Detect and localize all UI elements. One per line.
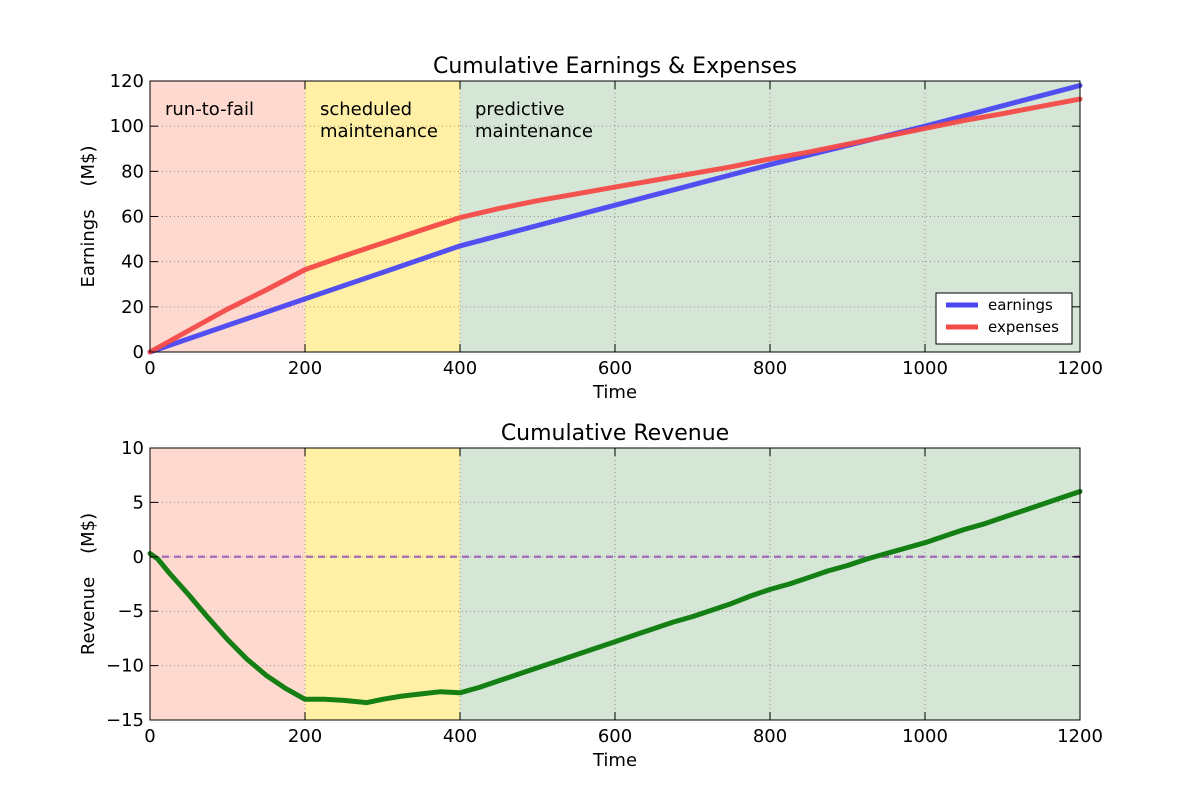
legend: earnings expenses (935, 292, 1073, 345)
region-label-line: predictive (475, 99, 565, 120)
y-tick-label: 80 (121, 161, 144, 182)
region-band (460, 448, 1080, 720)
region-band (305, 448, 460, 720)
region-band (150, 448, 305, 720)
x-tick-label: 600 (598, 726, 632, 747)
chart-earnings-expenses: run-to-fail scheduled maintenancepredictiv… (78, 54, 1103, 403)
x-tick-label: 200 (288, 358, 322, 379)
y-tick-label: 0 (133, 547, 144, 568)
x-tick-label: 600 (598, 358, 632, 379)
x-tick-label: 200 (288, 726, 322, 747)
region-label: scheduled maintenance (320, 99, 438, 142)
legend-box (935, 292, 1073, 345)
region-label-line: scheduled (320, 99, 412, 120)
y-tick-label: 10 (121, 438, 144, 459)
y-tick-label: −10 (106, 656, 144, 677)
y-tick-label: −5 (117, 601, 144, 622)
region-label-line: run-to-fail (165, 99, 254, 120)
x-tick-label: 1000 (902, 726, 948, 747)
region-label-line: maintenance (475, 121, 593, 142)
x-tick-label: 1000 (902, 358, 948, 379)
chart-revenue: 0 200 400 600 800 1000 1200 −15 −10 −5 0 5 10 Cumulat… (78, 421, 1103, 771)
x-tick-label: 800 (753, 358, 787, 379)
y-tick-label: 60 (121, 207, 144, 228)
y-tick-label: 5 (133, 492, 144, 513)
y-tick-label: 0 (133, 342, 144, 363)
series-line-expenses (147, 96, 1083, 355)
y-tick-label: 20 (121, 297, 144, 318)
x-tick-label: 400 (443, 726, 477, 747)
x-tick-label: 1200 (1057, 726, 1103, 747)
x-tick-label: 0 (144, 726, 155, 747)
series-line-revenue (147, 489, 1083, 706)
region-label-line: maintenance (320, 121, 438, 142)
x-tick-label: 400 (443, 358, 477, 379)
chart-title: Cumulative Earnings & Expenses (433, 54, 797, 79)
y-tick-label: 120 (110, 71, 144, 92)
legend-label: expenses (988, 318, 1059, 336)
region-label: predictive maintenance (475, 99, 593, 142)
y-tick-label: 40 (121, 252, 144, 273)
y-tick-label: −15 (106, 710, 144, 731)
region-band (305, 81, 460, 352)
chart-title: Cumulative Revenue (501, 421, 729, 446)
x-axis-title: Time (592, 750, 637, 771)
x-tick-label: 800 (753, 726, 787, 747)
y-axis-title: Earnings (M$) (78, 145, 99, 287)
y-tick-label: 100 (110, 116, 144, 137)
legend-label: earnings (988, 296, 1053, 314)
x-tick-label: 0 (144, 358, 155, 379)
region-label: run-to-fail (165, 99, 254, 120)
x-axis-title: Time (592, 382, 637, 403)
y-axis-title: Revenue (M$) (78, 513, 99, 655)
x-tick-label: 1200 (1057, 358, 1103, 379)
